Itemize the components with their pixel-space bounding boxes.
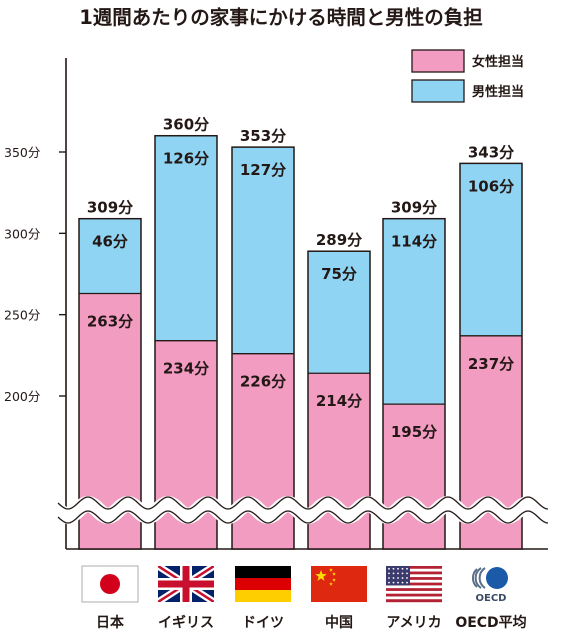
y-tick-label: 300分 [4, 226, 40, 241]
bar-female-label: 237分 [468, 355, 514, 373]
bar-female-label: 226分 [240, 373, 286, 391]
bar-male-label: 127分 [240, 161, 286, 179]
y-tick-label: 350分 [4, 145, 40, 160]
bar-outline [231, 146, 295, 550]
bar-female-label: 214分 [316, 392, 362, 410]
bar-segment-male [308, 251, 370, 374]
y-tick-label: 200分 [4, 389, 40, 404]
x-category-label: ドイツ [242, 615, 284, 631]
x-category-label: OECD平均 [455, 614, 526, 631]
bar-segment-male [79, 218, 141, 294]
bar-total-label: 360分 [163, 116, 209, 134]
bar-outline [382, 217, 446, 550]
break-wave-band [52, 495, 550, 525]
bar-female-label: 263分 [87, 313, 133, 331]
axis-break-wave [52, 495, 550, 525]
bar-male-label: 126分 [163, 150, 209, 168]
bar-total-label: 309分 [87, 199, 133, 217]
legend-swatch-female [411, 49, 465, 73]
oecd-logo-icon: OECD [471, 567, 508, 604]
bar-male-label: 114分 [391, 233, 437, 251]
bar-male-label: 75分 [321, 265, 357, 283]
bar-male-label: 46分 [92, 233, 128, 251]
flag-japan-icon [81, 565, 139, 603]
bar-segment-male [383, 218, 445, 405]
x-category-label: アメリカ [386, 615, 441, 631]
flag-usa-icon [386, 566, 442, 603]
bar-total-label: 309分 [391, 199, 437, 217]
legend-label-male: 男性担当 [472, 84, 524, 100]
x-category-label: イギリス [158, 614, 214, 631]
break-wave-bottom [57, 510, 549, 524]
bar-segment-male [155, 135, 217, 341]
country-flags: OECD [81, 565, 508, 604]
break-wave-top [57, 496, 549, 510]
bar-outline [154, 134, 218, 550]
chart-title: 1週間あたりの家事にかける時間と男性の負担 [79, 6, 483, 29]
bar-outline [78, 217, 142, 550]
oecd-logo-text: OECD [476, 593, 507, 604]
x-category-label: 日本 [96, 614, 125, 631]
bar-segment-female [383, 404, 445, 549]
bar-total-label: 343分 [468, 143, 514, 161]
bar-outline [307, 250, 371, 550]
flag-china-icon [311, 566, 367, 602]
bar-female-label: 234分 [163, 360, 209, 378]
legend-label-female: 女性担当 [472, 54, 524, 70]
x-category-label: 中国 [325, 614, 353, 631]
bar-total-label: 289分 [316, 231, 362, 249]
flag-uk-icon [158, 566, 214, 602]
bar-segment-male [232, 147, 294, 354]
bar-segment-male [460, 163, 522, 336]
chart-bars [78, 134, 523, 550]
bar-female-label: 195分 [391, 423, 437, 441]
bar-total-label: 353分 [240, 127, 286, 145]
y-tick-label: 250分 [4, 308, 40, 323]
bar-male-label: 106分 [468, 177, 514, 195]
bar-outline [459, 162, 523, 550]
x-axis-labels: 日本 イギリス ドイツ 中国 アメリカ OECD平均 [96, 614, 527, 631]
chart-data-labels: 309分 46分 263分 360分 126分 234分 353分 127分 226分 289分 7… [87, 116, 514, 441]
legend-swatch-male [411, 79, 465, 103]
flag-germany-icon [235, 566, 291, 602]
chart-axes: 200分 250分 300分 350分 [4, 58, 548, 550]
